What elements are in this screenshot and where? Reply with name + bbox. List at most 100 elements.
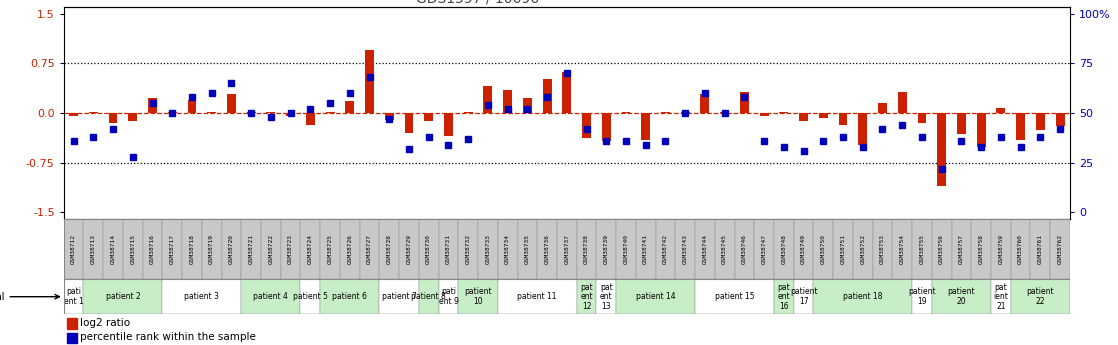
Text: GSM38736: GSM38736 bbox=[544, 234, 550, 264]
Bar bbox=[320, 219, 340, 279]
Bar bbox=[64, 219, 84, 279]
Text: GSM38723: GSM38723 bbox=[288, 234, 293, 264]
Bar bbox=[755, 219, 774, 279]
Bar bbox=[577, 219, 596, 279]
Bar bbox=[898, 92, 907, 113]
Text: patient
22: patient 22 bbox=[1026, 287, 1054, 306]
Bar bbox=[458, 219, 479, 279]
Text: log2 ratio: log2 ratio bbox=[80, 318, 131, 328]
Bar bbox=[458, 279, 498, 314]
Bar bbox=[103, 219, 123, 279]
Bar bbox=[912, 219, 931, 279]
Bar bbox=[695, 279, 774, 314]
Bar bbox=[557, 219, 577, 279]
Bar bbox=[538, 219, 557, 279]
Bar bbox=[991, 279, 1011, 314]
Bar bbox=[503, 90, 512, 113]
Text: GSM38724: GSM38724 bbox=[307, 234, 313, 264]
Bar bbox=[301, 219, 320, 279]
Bar bbox=[148, 98, 157, 113]
Text: GSM38717: GSM38717 bbox=[170, 234, 174, 264]
Bar bbox=[438, 219, 458, 279]
Text: percentile rank within the sample: percentile rank within the sample bbox=[80, 332, 256, 342]
Text: patient 6: patient 6 bbox=[332, 292, 367, 301]
Text: GSM38714: GSM38714 bbox=[111, 234, 115, 264]
Bar bbox=[1011, 279, 1070, 314]
Text: GSM38753: GSM38753 bbox=[880, 234, 885, 264]
Text: GSM38737: GSM38737 bbox=[565, 234, 569, 264]
Bar bbox=[1036, 113, 1044, 130]
Text: patient
20: patient 20 bbox=[948, 287, 975, 306]
Bar bbox=[168, 112, 177, 113]
Text: GSM38743: GSM38743 bbox=[683, 234, 688, 264]
Bar bbox=[360, 219, 379, 279]
Bar bbox=[937, 113, 946, 186]
Bar bbox=[286, 113, 295, 116]
Text: GSM38746: GSM38746 bbox=[742, 234, 747, 264]
Text: patient 15: patient 15 bbox=[714, 292, 755, 301]
Bar bbox=[385, 113, 394, 120]
Text: pati
ent 1: pati ent 1 bbox=[64, 287, 84, 306]
Text: GSM38761: GSM38761 bbox=[1038, 234, 1043, 264]
Bar bbox=[1016, 113, 1025, 139]
Bar bbox=[464, 112, 473, 113]
Bar bbox=[182, 219, 202, 279]
Text: GSM38715: GSM38715 bbox=[131, 234, 135, 264]
Bar bbox=[675, 219, 695, 279]
Bar bbox=[89, 112, 97, 113]
Text: GSM38745: GSM38745 bbox=[722, 234, 727, 264]
Bar bbox=[108, 113, 117, 123]
Text: patient
19: patient 19 bbox=[908, 287, 936, 306]
Bar bbox=[241, 279, 301, 314]
Bar bbox=[636, 219, 655, 279]
Text: GSM38712: GSM38712 bbox=[72, 234, 76, 264]
Text: GSM38758: GSM38758 bbox=[978, 234, 984, 264]
Text: GSM38721: GSM38721 bbox=[248, 234, 254, 264]
Text: GSM38751: GSM38751 bbox=[841, 234, 845, 264]
Bar bbox=[162, 219, 182, 279]
Bar bbox=[977, 113, 986, 147]
Bar bbox=[794, 279, 814, 314]
Bar bbox=[799, 113, 808, 121]
Text: patient 2: patient 2 bbox=[105, 292, 140, 301]
Bar bbox=[444, 113, 453, 136]
Bar bbox=[188, 100, 197, 113]
Text: GSM38727: GSM38727 bbox=[367, 234, 372, 264]
Bar bbox=[438, 279, 458, 314]
Text: GSM38718: GSM38718 bbox=[189, 234, 195, 264]
Bar bbox=[779, 112, 788, 113]
Text: GSM38739: GSM38739 bbox=[604, 234, 609, 264]
Bar bbox=[518, 219, 538, 279]
Bar bbox=[266, 112, 275, 113]
Bar bbox=[306, 113, 315, 125]
Bar bbox=[69, 113, 78, 116]
Text: GSM38748: GSM38748 bbox=[781, 234, 786, 264]
Bar bbox=[577, 279, 596, 314]
Bar bbox=[123, 219, 143, 279]
Bar bbox=[498, 279, 577, 314]
Bar bbox=[1011, 219, 1031, 279]
Text: GSM38760: GSM38760 bbox=[1018, 234, 1023, 264]
Bar bbox=[523, 98, 532, 113]
Bar bbox=[129, 113, 138, 121]
Bar bbox=[873, 219, 892, 279]
Bar bbox=[878, 103, 887, 113]
Bar bbox=[325, 112, 334, 113]
Bar bbox=[833, 219, 853, 279]
Bar bbox=[774, 219, 794, 279]
Bar bbox=[759, 113, 768, 116]
Bar bbox=[720, 112, 729, 113]
Bar bbox=[143, 219, 162, 279]
Bar bbox=[345, 101, 354, 113]
Text: GSM38728: GSM38728 bbox=[387, 234, 391, 264]
Text: individual: individual bbox=[0, 292, 59, 302]
Text: GSM38754: GSM38754 bbox=[900, 234, 904, 264]
Bar bbox=[596, 219, 616, 279]
Bar bbox=[498, 219, 518, 279]
Bar bbox=[1031, 219, 1050, 279]
Bar bbox=[340, 219, 360, 279]
Text: GSM38720: GSM38720 bbox=[229, 234, 234, 264]
Bar bbox=[67, 333, 76, 344]
Bar bbox=[774, 279, 794, 314]
Bar bbox=[64, 279, 84, 314]
